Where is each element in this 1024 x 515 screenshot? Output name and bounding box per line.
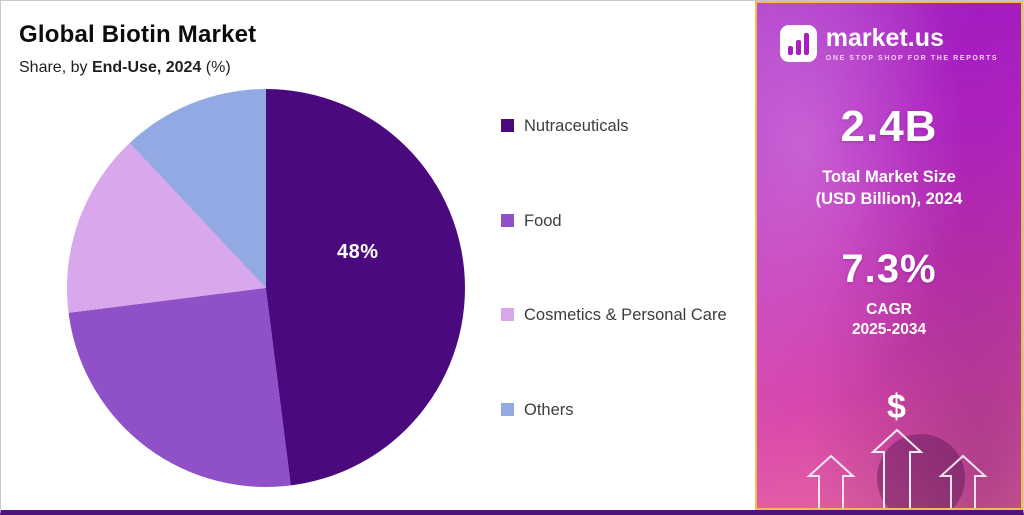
market-size-label-line1: Total Market Size xyxy=(822,168,956,186)
legend-swatch xyxy=(501,119,514,132)
cagr-label-line2: 2025-2034 xyxy=(851,321,927,339)
legend-label: Nutraceuticals xyxy=(524,117,629,135)
logo-bar xyxy=(787,46,793,55)
cagr-value: 7.3% xyxy=(841,246,937,291)
logo-bar-chart-icon xyxy=(779,25,817,62)
market-size-value: 2.4B xyxy=(840,102,938,151)
logo-text-block: market.us ONE STOP SHOP FOR THE REPORTS xyxy=(825,23,999,62)
logo-bar xyxy=(795,40,801,55)
page-title: Global Biotin Market xyxy=(19,21,257,48)
cagr-label-line1: CAGR xyxy=(866,300,912,318)
coin-circle xyxy=(877,434,965,508)
pie-slice-label: 48% xyxy=(337,241,379,263)
legend-item: Food xyxy=(501,208,746,235)
market-size-label: Total Market Size (USD Billion), 2024 xyxy=(757,166,1021,211)
logo: market.us ONE STOP SHOP FOR THE REPORTS xyxy=(757,25,1021,62)
up-arrow-icon xyxy=(938,454,988,508)
legend-item: Others xyxy=(501,397,746,424)
legend-swatch xyxy=(501,403,514,417)
legend-item: Nutraceuticals xyxy=(501,113,746,140)
market-size-label-line2: (USD Billion), 2024 xyxy=(815,190,963,209)
legend-swatch xyxy=(501,308,514,322)
dollar-sign: $ xyxy=(887,388,906,426)
logo-tagline: ONE STOP SHOP FOR THE REPORTS xyxy=(825,54,999,62)
legend: Nutraceuticals Food Cosmetics & Personal C… xyxy=(501,113,746,424)
cagr-label: CAGR 2025-2034 xyxy=(757,300,1021,342)
up-arrow-icon xyxy=(806,454,856,508)
legend-label: Food xyxy=(524,211,562,230)
subtitle-strong: End-Use, 2024 xyxy=(91,59,202,76)
money-growth-art: $ xyxy=(806,388,988,508)
legend-label: Cosmetics & Personal Care xyxy=(524,306,727,325)
chart-panel: Global Biotin Market Share, by End-Use, … xyxy=(1,1,755,510)
up-arrow-icon xyxy=(870,428,924,508)
logo-bar xyxy=(803,33,809,55)
legend-label: Others xyxy=(524,401,574,420)
logo-text: market.us xyxy=(825,23,944,52)
subtitle-suffix: (%) xyxy=(201,59,231,76)
legend-swatch xyxy=(501,213,514,227)
legend-item: Cosmetics & Personal Care xyxy=(501,302,746,329)
subtitle-prefix: Share, by xyxy=(19,59,92,76)
pie-chart xyxy=(67,89,465,487)
sidebar: market.us ONE STOP SHOP FOR THE REPORTS … xyxy=(755,1,1023,510)
chart-subtitle: Share, by End-Use, 2024 (%) xyxy=(19,59,231,77)
